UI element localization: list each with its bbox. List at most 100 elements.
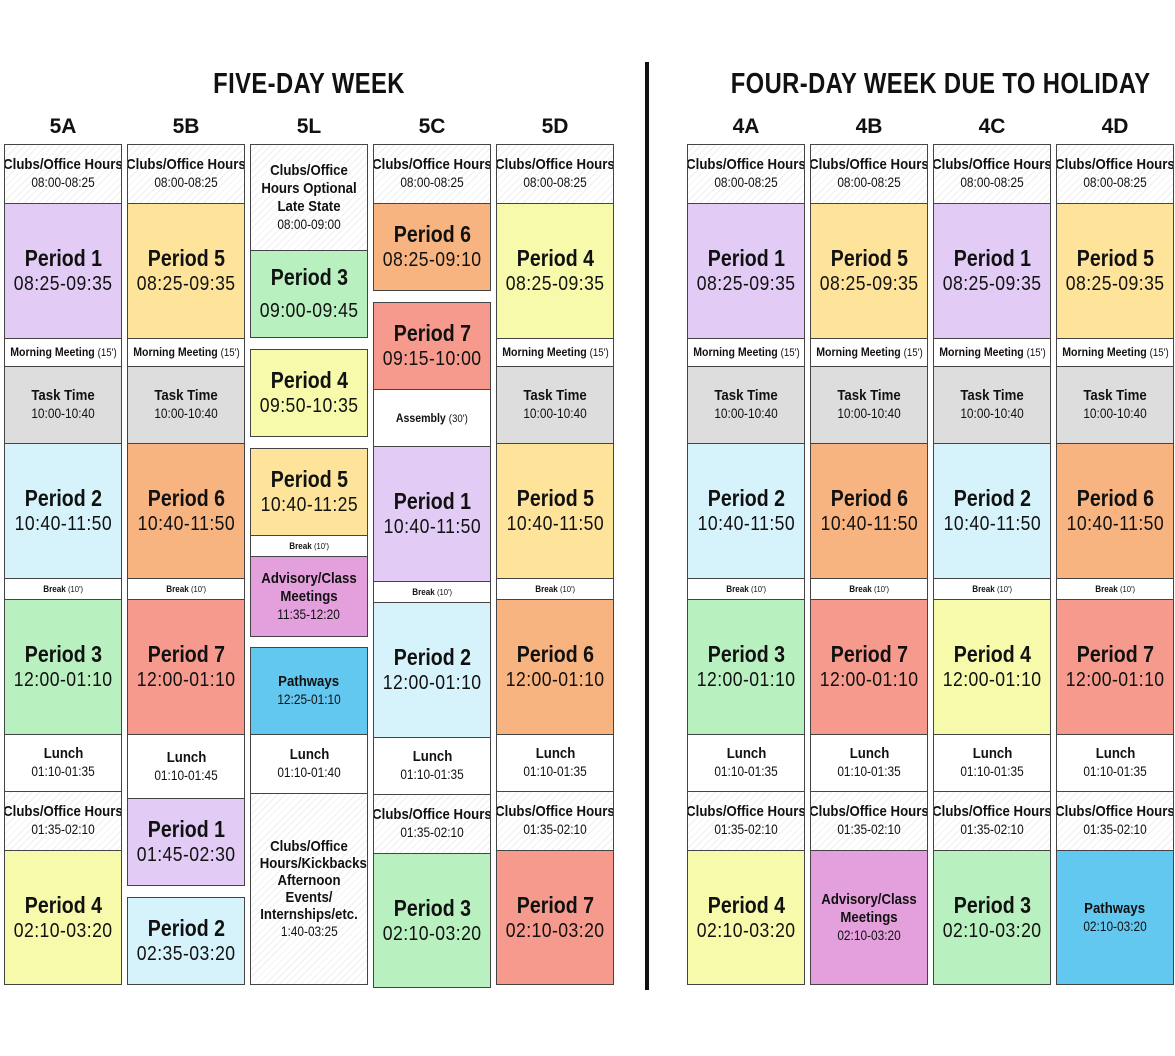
schedule-block-period-4: Period 4 12:00-01:10 bbox=[933, 599, 1051, 735]
schedule-block-period-1: Period 1 08:25-09:35 bbox=[4, 203, 122, 339]
column-header-5a: 5A bbox=[49, 115, 77, 138]
schedule-block-period-2: Period 2 10:40-11:50 bbox=[4, 443, 122, 579]
column-header-5d: 5D bbox=[541, 115, 569, 138]
schedule-block-afternoon-events: Clubs/Office Hours/Kickbacks/ Afternoon … bbox=[250, 793, 368, 985]
schedule-block-task-time: Task Time 10:00-10:40 bbox=[127, 366, 245, 444]
schedule-block-break: Break (10') bbox=[373, 581, 491, 603]
schedule-block-period-3: Period 3 02:10-03:20 bbox=[373, 853, 491, 988]
schedule-block-period-5: Period 5 10:40-11:25 bbox=[250, 448, 368, 536]
schedule-block-period-5: Period 5 08:25-09:35 bbox=[127, 203, 245, 339]
schedule-block-break: Break (10') bbox=[933, 578, 1051, 600]
schedule-block-clubs-office-hours: Clubs/Office Hours 08:00-08:25 bbox=[810, 144, 928, 204]
schedule-block-clubs-office-hours: Clubs/Office Hours 01:35-02:10 bbox=[373, 794, 491, 854]
four-day-week-title: FOUR-DAY WEEK DUE TO HOLIDAY bbox=[730, 68, 1151, 100]
schedule-block-period-1: Period 1 10:40-11:50 bbox=[373, 446, 491, 582]
schedule-block-morning-meeting: Morning Meeting (15') bbox=[810, 338, 928, 367]
schedule-block-pathways: Pathways 12:25-01:10 bbox=[250, 647, 368, 735]
schedule-block-break: Break (10') bbox=[127, 578, 245, 600]
schedule-block-clubs-office-hours: Clubs/Office Hours 08:00-08:25 bbox=[373, 144, 491, 204]
schedule-block-task-time: Task Time 10:00-10:40 bbox=[1056, 366, 1174, 444]
schedule-block-clubs-office-hours: Clubs/Office Hours 01:35-02:10 bbox=[810, 791, 928, 851]
schedule-block-period-4: Period 4 02:10-03:20 bbox=[4, 850, 122, 985]
schedule-block-task-time: Task Time 10:00-10:40 bbox=[810, 366, 928, 444]
column-header-4a: 4A bbox=[732, 115, 760, 138]
schedule-block-period-5: Period 5 08:25-09:35 bbox=[1056, 203, 1174, 339]
schedule-block-advisory-class-meetings: Advisory/Class Meetings 02:10-03:20 bbox=[810, 850, 928, 985]
section-divider bbox=[645, 62, 649, 990]
schedule-block-period-7: Period 7 02:10-03:20 bbox=[496, 850, 614, 985]
schedule-block-task-time: Task Time 10:00-10:40 bbox=[496, 366, 614, 444]
schedule-block-period-5: Period 5 08:25-09:35 bbox=[810, 203, 928, 339]
schedule-block-clubs-office-hours: Clubs/Office Hours 01:35-02:10 bbox=[933, 791, 1051, 851]
schedule-block-clubs-office-hours: Clubs/Office Hours 08:00-08:25 bbox=[4, 144, 122, 204]
five-day-week-title: FIVE-DAY WEEK bbox=[213, 68, 405, 100]
schedule-block-pathways: Pathways 02:10-03:20 bbox=[1056, 850, 1174, 985]
schedule-block-period-4: Period 4 02:10-03:20 bbox=[687, 850, 805, 985]
schedule-block-task-time: Task Time 10:00-10:40 bbox=[933, 366, 1051, 444]
schedule-block-assembly: Assembly (30') bbox=[373, 389, 491, 447]
schedule-block-lunch: Lunch 01:10-01:35 bbox=[933, 734, 1051, 792]
schedule-block-period-4: Period 4 09:50-10:35 bbox=[250, 349, 368, 437]
schedule-block-period-2: Period 2 10:40-11:50 bbox=[933, 443, 1051, 579]
schedule-block-period-3: Period 3 09:00-09:45 bbox=[250, 250, 368, 338]
column-header-5l: 5L bbox=[296, 115, 322, 138]
schedule-block-period-6: Period 6 10:40-11:50 bbox=[810, 443, 928, 579]
column-header-4b: 4B bbox=[855, 115, 883, 138]
schedule-block-morning-meeting: Morning Meeting (15') bbox=[127, 338, 245, 367]
schedule-block-lunch: Lunch 01:10-01:45 bbox=[127, 734, 245, 799]
schedule-block-period-3: Period 3 12:00-01:10 bbox=[687, 599, 805, 735]
schedule-block-break: Break (10') bbox=[1056, 578, 1174, 600]
schedule-block-period-6: Period 6 10:40-11:50 bbox=[1056, 443, 1174, 579]
column-header-4d: 4D bbox=[1101, 115, 1129, 138]
schedule-block-period-3: Period 3 12:00-01:10 bbox=[4, 599, 122, 735]
schedule-block-period-7: Period 7 12:00-01:10 bbox=[1056, 599, 1174, 735]
schedule-block-period-2: Period 2 12:00-01:10 bbox=[373, 602, 491, 738]
schedule-block-period-2: Period 2 10:40-11:50 bbox=[687, 443, 805, 579]
schedule-block-clubs-office-hours: Clubs/Office Hours 01:35-02:10 bbox=[4, 791, 122, 851]
schedule-block-period-1: Period 1 08:25-09:35 bbox=[933, 203, 1051, 339]
schedule-block-clubs-office-hours: Clubs/Office Hours 08:00-08:25 bbox=[496, 144, 614, 204]
schedule-block-morning-meeting: Morning Meeting (15') bbox=[687, 338, 805, 367]
column-header-5c: 5C bbox=[418, 115, 446, 138]
schedule-block-period-1: Period 1 01:45-02:30 bbox=[127, 798, 245, 886]
schedule-block-lunch: Lunch 01:10-01:40 bbox=[250, 734, 368, 794]
schedule-block-break: Break (10') bbox=[810, 578, 928, 600]
schedule-block-advisory-class-meetings: Advisory/Class Meetings 11:35-12:20 bbox=[250, 556, 368, 637]
schedule-block-period-6: Period 6 12:00-01:10 bbox=[496, 599, 614, 735]
schedule-block-clubs-office-hours-late-start: Clubs/Office Hours Optional Late State 08… bbox=[250, 144, 368, 251]
schedule-block-morning-meeting: Morning Meeting (15') bbox=[933, 338, 1051, 367]
schedule-block-period-6: Period 6 08:25-09:10 bbox=[373, 203, 491, 291]
schedule-block-period-7: Period 7 12:00-01:10 bbox=[127, 599, 245, 735]
schedule-block-clubs-office-hours: Clubs/Office Hours 01:35-02:10 bbox=[496, 791, 614, 851]
column-header-5b: 5B bbox=[172, 115, 200, 138]
schedule-block-morning-meeting: Morning Meeting (15') bbox=[496, 338, 614, 367]
schedule-block-period-4: Period 4 08:25-09:35 bbox=[496, 203, 614, 339]
schedule-block-task-time: Task Time 10:00-10:40 bbox=[4, 366, 122, 444]
column-header-4c: 4C bbox=[978, 115, 1006, 138]
schedule-block-break: Break (10') bbox=[4, 578, 122, 600]
schedule-block-period-3: Period 3 02:10-03:20 bbox=[933, 850, 1051, 985]
schedule-block-lunch: Lunch 01:10-01:35 bbox=[1056, 734, 1174, 792]
schedule-block-break: Break (10') bbox=[496, 578, 614, 600]
schedule-block-clubs-office-hours: Clubs/Office Hours 08:00-08:25 bbox=[933, 144, 1051, 204]
schedule-block-clubs-office-hours: Clubs/Office Hours 01:35-02:10 bbox=[1056, 791, 1174, 851]
schedule-block-period-6: Period 6 10:40-11:50 bbox=[127, 443, 245, 579]
schedule-block-morning-meeting: Morning Meeting (15') bbox=[4, 338, 122, 367]
schedule-block-lunch: Lunch 01:10-01:35 bbox=[373, 737, 491, 795]
schedule-block-lunch: Lunch 01:10-01:35 bbox=[810, 734, 928, 792]
schedule-block-clubs-office-hours: Clubs/Office Hours 08:00-08:25 bbox=[1056, 144, 1174, 204]
schedule-block-morning-meeting: Morning Meeting (15') bbox=[1056, 338, 1174, 367]
schedule-block-period-7: Period 7 09:15-10:00 bbox=[373, 302, 491, 390]
schedule-block-period-2: Period 2 02:35-03:20 bbox=[127, 897, 245, 985]
schedule-block-clubs-office-hours: Clubs/Office Hours 08:00-08:25 bbox=[127, 144, 245, 204]
schedule-block-period-1: Period 1 08:25-09:35 bbox=[687, 203, 805, 339]
schedule-block-clubs-office-hours: Clubs/Office Hours 01:35-02:10 bbox=[687, 791, 805, 851]
schedule-block-lunch: Lunch 01:10-01:35 bbox=[687, 734, 805, 792]
schedule-block-lunch: Lunch 01:10-01:35 bbox=[496, 734, 614, 792]
schedule-block-break: Break (10') bbox=[250, 535, 368, 557]
schedule-block-period-5: Period 5 10:40-11:50 bbox=[496, 443, 614, 579]
schedule-block-task-time: Task Time 10:00-10:40 bbox=[687, 366, 805, 444]
schedule-block-break: Break (10') bbox=[687, 578, 805, 600]
schedule-block-clubs-office-hours: Clubs/Office Hours 08:00-08:25 bbox=[687, 144, 805, 204]
schedule-block-lunch: Lunch 01:10-01:35 bbox=[4, 734, 122, 792]
